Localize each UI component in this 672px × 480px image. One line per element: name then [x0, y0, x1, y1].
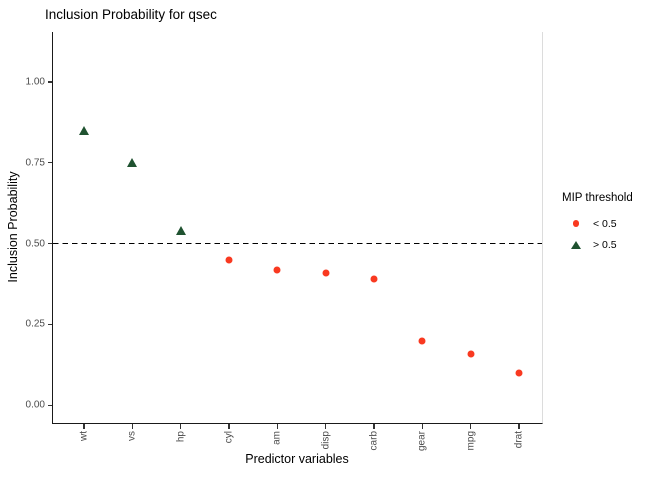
y-tick-mark: [47, 243, 52, 245]
x-tick-mark: [421, 424, 423, 429]
y-axis-title: Inclusion Probability: [6, 171, 20, 283]
y-tick-mark: [47, 81, 52, 83]
circle-marker-icon: [572, 220, 580, 227]
data-point-cyl: [225, 256, 233, 264]
y-tick-mark: [47, 323, 52, 326]
x-tick-mark: [325, 424, 327, 429]
y-tick-mark: [47, 404, 52, 406]
data-point-gear: [418, 337, 426, 345]
x-tick-label-gear: gear: [416, 431, 428, 452]
legend-item-above-threshold: > 0.5: [562, 234, 633, 255]
threshold-line: [53, 242, 542, 245]
data-point-mpg: [467, 350, 475, 358]
x-tick-mark: [373, 424, 375, 429]
y-tick-label: 0.00: [25, 399, 45, 411]
legend: MIP threshold < 0.5 > 0.5: [562, 192, 633, 255]
legend-key-box: [568, 220, 584, 227]
x-tick-mark: [470, 424, 472, 429]
data-point-drat: [515, 369, 523, 377]
y-tick-label: 0.75: [25, 157, 45, 169]
data-point-carb: [370, 275, 378, 283]
x-tick-mark: [131, 424, 133, 429]
legend-title: MIP threshold: [562, 192, 633, 204]
y-tick-label: 1.00: [25, 76, 45, 88]
data-point-wt: [79, 125, 89, 135]
data-point-vs: [127, 157, 138, 167]
y-tick-label: 0.50: [25, 238, 45, 250]
x-tick-label-hp: hp: [175, 431, 187, 443]
data-point-am: [273, 266, 281, 273]
y-tick-label: 0.25: [25, 318, 45, 330]
x-tick-mark: [228, 424, 230, 429]
x-tick-mark: [276, 424, 278, 429]
x-tick-label-vs: vs: [126, 431, 138, 441]
x-tick-label-am: am: [271, 431, 283, 445]
data-point-disp: [322, 269, 330, 277]
plot-panel: 0.00 0.25 0.50 0.75 1.00 wt vs hp cyl am disp carb g…: [26, 32, 543, 451]
x-tick-label-drat: drat: [513, 431, 525, 449]
legend-key-box: [568, 240, 584, 249]
x-tick-label-wt: wt: [78, 431, 90, 441]
chart-title: Inclusion Probability for qsec: [45, 7, 217, 22]
y-tick-mark: [47, 162, 52, 164]
legend-item-label: < 0.5: [593, 217, 617, 230]
legend-item-label: > 0.5: [593, 238, 617, 251]
x-tick-mark: [518, 424, 520, 429]
x-tick-label-carb: carb: [368, 431, 380, 451]
x-tick-mark: [83, 424, 85, 429]
x-tick-mark: [180, 424, 182, 429]
x-axis-title: Predictor variables: [245, 452, 349, 466]
legend-item-below-threshold: < 0.5: [562, 213, 633, 234]
triangle-marker-icon: [571, 240, 581, 249]
data-point-hp: [175, 225, 186, 235]
x-tick-label-cyl: cyl: [223, 431, 235, 444]
x-tick-label-mpg: mpg: [465, 431, 477, 451]
x-tick-label-disp: disp: [320, 431, 332, 450]
